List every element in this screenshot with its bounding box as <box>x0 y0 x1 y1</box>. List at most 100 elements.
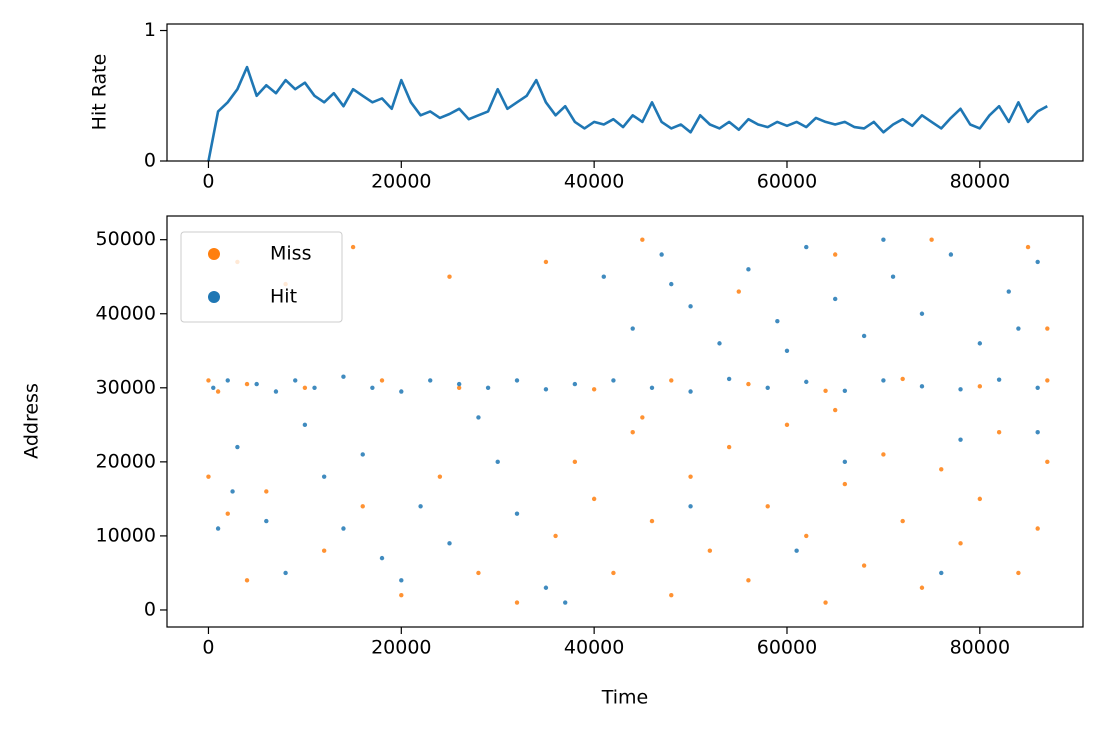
point <box>948 252 954 257</box>
point <box>437 474 443 479</box>
point <box>640 415 645 420</box>
point <box>379 378 385 383</box>
y-tick-label: 0 <box>144 598 156 620</box>
point <box>428 378 433 383</box>
point <box>302 422 308 428</box>
point <box>900 376 905 382</box>
x-tick-label: 0 <box>202 637 214 659</box>
point <box>399 592 404 598</box>
point <box>591 387 597 392</box>
plot-area <box>206 237 1050 605</box>
point <box>861 563 867 568</box>
point <box>206 474 211 479</box>
point <box>563 600 568 605</box>
point <box>611 570 616 576</box>
point <box>302 385 308 391</box>
point <box>514 378 520 383</box>
point <box>476 570 481 576</box>
y-axis-label: Hit Rate <box>89 54 111 131</box>
point <box>1025 244 1031 250</box>
point <box>399 578 404 583</box>
point <box>1006 289 1011 294</box>
plot-area <box>207 65 1048 161</box>
point <box>669 378 674 383</box>
point <box>746 267 751 272</box>
point <box>360 452 365 457</box>
y-tick-label: 40000 <box>96 302 156 324</box>
axes-frame <box>166 215 1084 628</box>
point <box>630 430 635 435</box>
point <box>919 384 925 389</box>
point <box>958 387 963 392</box>
point <box>1016 326 1021 331</box>
point <box>264 489 269 494</box>
point <box>543 387 549 392</box>
point <box>341 374 346 379</box>
point <box>669 281 674 287</box>
point <box>1045 378 1050 383</box>
y-tick-label: 10000 <box>96 524 156 546</box>
point <box>312 385 317 391</box>
point <box>350 244 356 250</box>
point <box>254 381 259 387</box>
point <box>273 389 279 394</box>
point <box>842 388 848 393</box>
point <box>688 474 693 479</box>
point <box>649 385 655 391</box>
point <box>996 430 1002 435</box>
point <box>688 304 693 309</box>
point <box>1016 570 1021 576</box>
point <box>601 274 606 279</box>
x-tick-label: 20000 <box>371 171 431 193</box>
point <box>939 467 944 472</box>
x-tick-label: 60000 <box>757 637 817 659</box>
x-tick-label: 80000 <box>950 171 1010 193</box>
point <box>244 578 250 583</box>
point <box>977 341 983 346</box>
point <box>1035 385 1040 391</box>
point <box>321 548 327 553</box>
legend-label: Hit <box>270 286 297 308</box>
point <box>919 585 925 590</box>
point <box>543 259 549 265</box>
point <box>977 384 983 389</box>
point <box>293 378 298 383</box>
x-tick-label: 40000 <box>564 637 624 659</box>
point <box>1045 326 1050 331</box>
point <box>379 555 385 561</box>
point <box>881 452 886 457</box>
y-tick-label: 20000 <box>96 450 156 472</box>
y-tick-label: 0 <box>144 150 156 172</box>
point <box>746 578 751 583</box>
point <box>476 415 481 420</box>
point <box>726 444 732 450</box>
point <box>919 311 925 316</box>
point <box>832 252 838 257</box>
point <box>726 376 732 382</box>
point <box>832 407 838 413</box>
point <box>1045 459 1050 465</box>
point <box>649 518 655 524</box>
point <box>640 237 645 242</box>
legend-label: Miss <box>270 243 311 265</box>
point <box>215 526 221 531</box>
x-tick-label: 40000 <box>564 171 624 193</box>
point <box>659 252 664 257</box>
x-tick-label: 20000 <box>371 637 431 659</box>
point <box>495 459 500 465</box>
point <box>861 333 867 339</box>
point <box>842 459 848 465</box>
x-tick-label: 0 <box>202 171 214 193</box>
point <box>804 244 809 250</box>
y-tick-label: 50000 <box>96 228 156 250</box>
point <box>1035 430 1040 435</box>
point <box>996 377 1002 382</box>
point <box>842 481 848 487</box>
point <box>881 237 886 242</box>
point <box>206 378 211 383</box>
y-axis-label: Address <box>21 383 43 459</box>
point <box>225 511 230 516</box>
y-tick-label: 1 <box>144 19 156 41</box>
point <box>717 341 722 346</box>
